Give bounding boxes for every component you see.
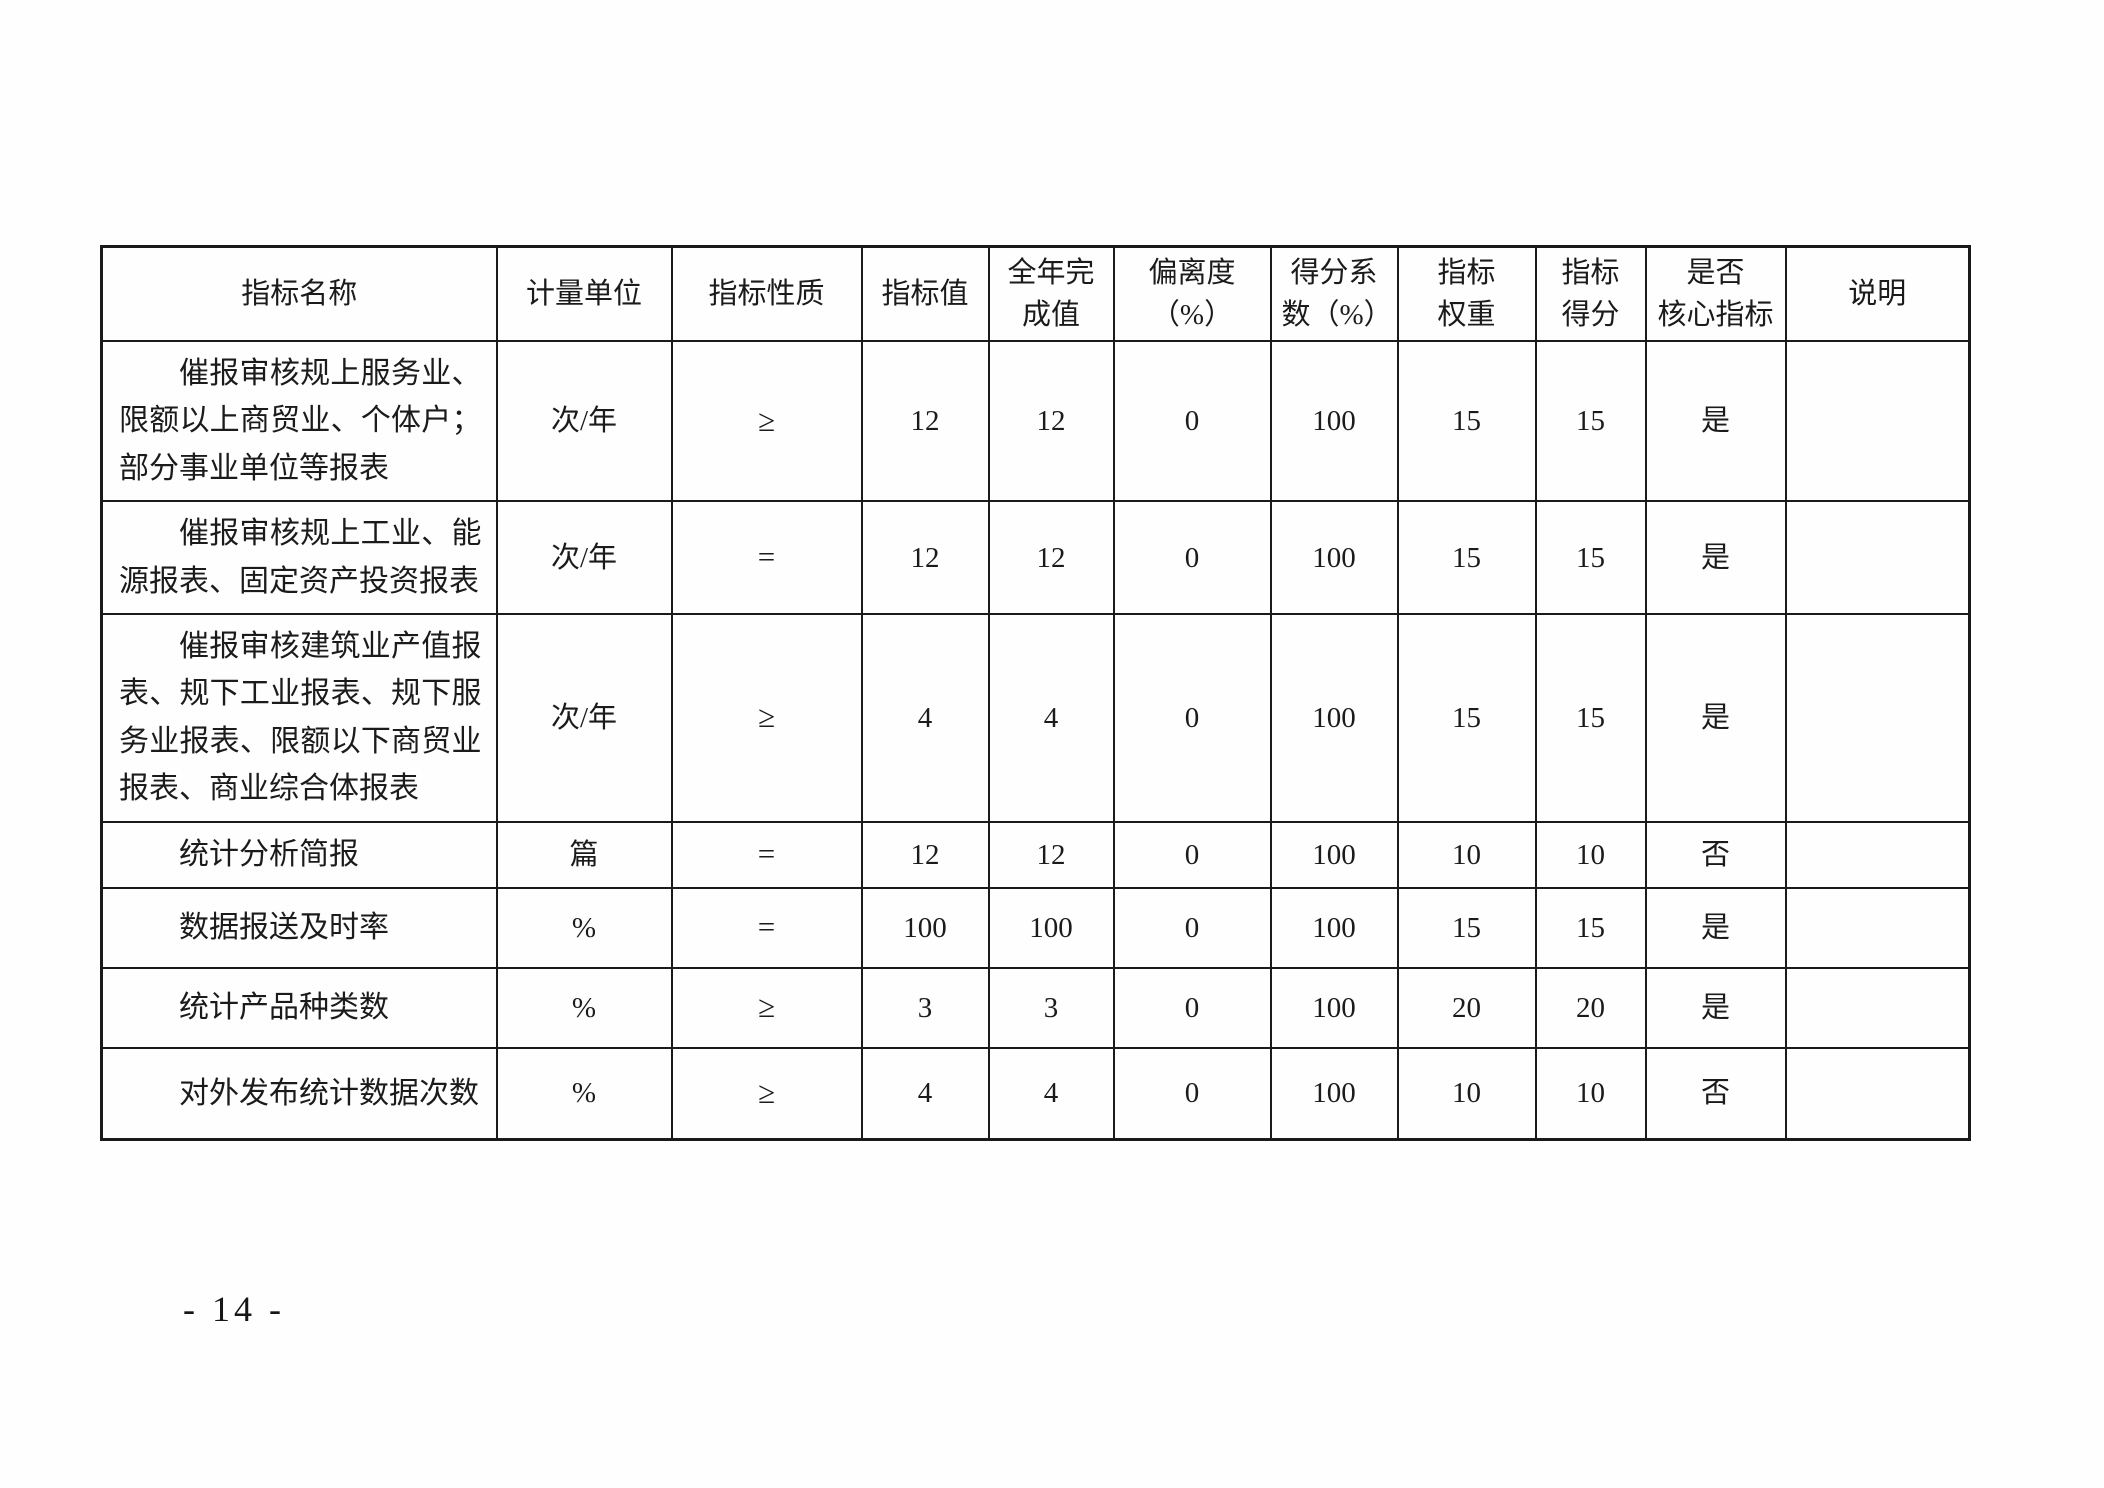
cell-unit: % bbox=[495, 886, 673, 969]
cell-annual-completed: 12 bbox=[987, 500, 1115, 616]
cell-indicator-name: 催报审核规上服务业、限额以上商贸业、个体户；部分事业单位等报表 bbox=[100, 340, 498, 503]
cell-deviation: 0 bbox=[1112, 886, 1272, 969]
column-header-nature: 指标性质 bbox=[670, 245, 863, 343]
cell-notes bbox=[1784, 340, 1971, 503]
cell-nature: ≥ bbox=[670, 613, 863, 823]
cell-notes bbox=[1784, 500, 1971, 616]
cell-score-coefficient: 100 bbox=[1269, 1046, 1399, 1141]
cell-weight: 20 bbox=[1396, 966, 1537, 1049]
cell-unit: 次/年 bbox=[495, 500, 673, 616]
cell-score-coefficient: 100 bbox=[1269, 820, 1399, 889]
table-row: 催报审核规上服务业、限额以上商贸业、个体户；部分事业单位等报表 次/年 ≥ 12… bbox=[100, 340, 1971, 503]
cell-weight: 10 bbox=[1396, 1046, 1537, 1141]
cell-annual-completed: 12 bbox=[987, 820, 1115, 889]
cell-score: 10 bbox=[1534, 1046, 1647, 1141]
cell-target-value: 4 bbox=[860, 1046, 990, 1141]
cell-score: 15 bbox=[1534, 613, 1647, 823]
column-header-notes: 说明 bbox=[1784, 245, 1971, 343]
cell-nature: ≥ bbox=[670, 1046, 863, 1141]
cell-weight: 10 bbox=[1396, 820, 1537, 889]
column-header-core-indicator: 是否 核心指标 bbox=[1644, 245, 1787, 343]
cell-score-coefficient: 100 bbox=[1269, 500, 1399, 616]
cell-notes bbox=[1784, 613, 1971, 823]
cell-nature: = bbox=[670, 820, 863, 889]
cell-deviation: 0 bbox=[1112, 613, 1272, 823]
column-header-score-coefficient: 得分系 数（%） bbox=[1269, 245, 1399, 343]
cell-score: 15 bbox=[1534, 340, 1647, 503]
cell-weight: 15 bbox=[1396, 340, 1537, 503]
cell-unit: 次/年 bbox=[495, 340, 673, 503]
cell-annual-completed: 100 bbox=[987, 886, 1115, 969]
cell-score: 15 bbox=[1534, 500, 1647, 616]
cell-unit: 次/年 bbox=[495, 613, 673, 823]
cell-core-indicator: 是 bbox=[1644, 886, 1787, 969]
cell-target-value: 12 bbox=[860, 500, 990, 616]
cell-target-value: 4 bbox=[860, 613, 990, 823]
cell-core-indicator: 是 bbox=[1644, 340, 1787, 503]
cell-notes bbox=[1784, 820, 1971, 889]
column-header-unit: 计量单位 bbox=[495, 245, 673, 343]
cell-target-value: 12 bbox=[860, 820, 990, 889]
table-row: 统计分析简报 篇 = 12 12 0 100 10 10 否 bbox=[100, 820, 1971, 889]
cell-annual-completed: 4 bbox=[987, 1046, 1115, 1141]
cell-annual-completed: 3 bbox=[987, 966, 1115, 1049]
table-row: 催报审核规上工业、能源报表、固定资产投资报表 次/年 = 12 12 0 100… bbox=[100, 500, 1971, 616]
column-header-target-value: 指标值 bbox=[860, 245, 990, 343]
cell-unit: % bbox=[495, 1046, 673, 1141]
cell-indicator-name: 数据报送及时率 bbox=[100, 886, 498, 969]
cell-deviation: 0 bbox=[1112, 820, 1272, 889]
table-row: 催报审核建筑业产值报表、规下工业报表、规下服务业报表、限额以下商贸业报表、商业综… bbox=[100, 613, 1971, 823]
column-header-weight: 指标 权重 bbox=[1396, 245, 1537, 343]
column-header-annual-completed: 全年完 成值 bbox=[987, 245, 1115, 343]
cell-indicator-name: 对外发布统计数据次数 bbox=[100, 1046, 498, 1141]
cell-annual-completed: 4 bbox=[987, 613, 1115, 823]
cell-core-indicator: 是 bbox=[1644, 500, 1787, 616]
table-row: 统计产品种类数 % ≥ 3 3 0 100 20 20 是 bbox=[100, 966, 1971, 1049]
cell-core-indicator: 否 bbox=[1644, 1046, 1787, 1141]
column-header-indicator-name: 指标名称 bbox=[100, 245, 498, 343]
page-number: - 14 - bbox=[183, 1289, 285, 1329]
cell-core-indicator: 是 bbox=[1644, 613, 1787, 823]
cell-deviation: 0 bbox=[1112, 500, 1272, 616]
cell-notes bbox=[1784, 966, 1971, 1049]
cell-core-indicator: 否 bbox=[1644, 820, 1787, 889]
cell-weight: 15 bbox=[1396, 613, 1537, 823]
cell-score-coefficient: 100 bbox=[1269, 340, 1399, 503]
cell-unit: 篇 bbox=[495, 820, 673, 889]
cell-nature: = bbox=[670, 500, 863, 616]
table-row: 对外发布统计数据次数 % ≥ 4 4 0 100 10 10 否 bbox=[100, 1046, 1971, 1141]
cell-weight: 15 bbox=[1396, 500, 1537, 616]
cell-score-coefficient: 100 bbox=[1269, 886, 1399, 969]
cell-indicator-name: 统计产品种类数 bbox=[100, 966, 498, 1049]
cell-score: 15 bbox=[1534, 886, 1647, 969]
cell-nature: ≥ bbox=[670, 340, 863, 503]
cell-target-value: 3 bbox=[860, 966, 990, 1049]
cell-score: 10 bbox=[1534, 820, 1647, 889]
cell-deviation: 0 bbox=[1112, 1046, 1272, 1141]
cell-deviation: 0 bbox=[1112, 966, 1272, 1049]
cell-indicator-name: 统计分析简报 bbox=[100, 820, 498, 889]
cell-unit: % bbox=[495, 966, 673, 1049]
cell-target-value: 100 bbox=[860, 886, 990, 969]
cell-indicator-name: 催报审核建筑业产值报表、规下工业报表、规下服务业报表、限额以下商贸业报表、商业综… bbox=[100, 613, 498, 823]
cell-nature: ≥ bbox=[670, 966, 863, 1049]
cell-deviation: 0 bbox=[1112, 340, 1272, 503]
cell-notes bbox=[1784, 1046, 1971, 1141]
column-header-deviation: 偏离度（%） bbox=[1112, 245, 1272, 343]
cell-score-coefficient: 100 bbox=[1269, 966, 1399, 1049]
table-row: 数据报送及时率 % = 100 100 0 100 15 15 是 bbox=[100, 886, 1971, 969]
cell-nature: = bbox=[670, 886, 863, 969]
cell-score-coefficient: 100 bbox=[1269, 613, 1399, 823]
cell-notes bbox=[1784, 886, 1971, 969]
cell-score: 20 bbox=[1534, 966, 1647, 1049]
cell-core-indicator: 是 bbox=[1644, 966, 1787, 1049]
cell-weight: 15 bbox=[1396, 886, 1537, 969]
table-header-row: 指标名称 计量单位 指标性质 指标值 全年完 成值 偏离度（%） 得分系 数（%… bbox=[100, 245, 1971, 343]
cell-annual-completed: 12 bbox=[987, 340, 1115, 503]
cell-target-value: 12 bbox=[860, 340, 990, 503]
column-header-score: 指标 得分 bbox=[1534, 245, 1647, 343]
indicator-score-table: 指标名称 计量单位 指标性质 指标值 全年完 成值 偏离度（%） 得分系 数（%… bbox=[100, 245, 1971, 1142]
cell-indicator-name: 催报审核规上工业、能源报表、固定资产投资报表 bbox=[100, 500, 498, 616]
